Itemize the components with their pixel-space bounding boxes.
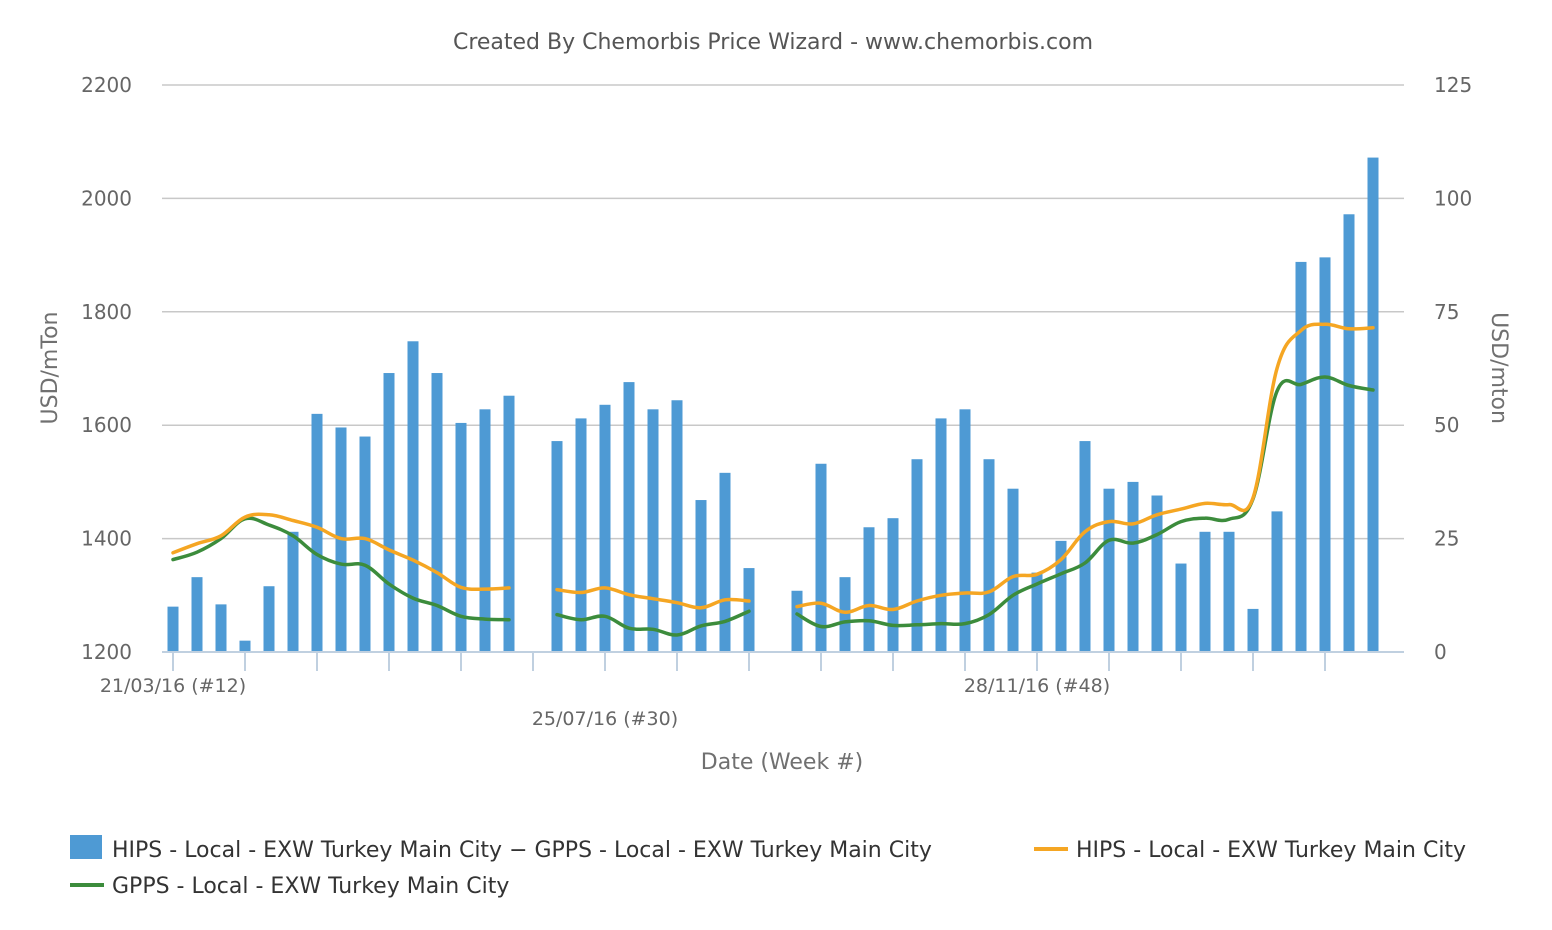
y-axis-left-title: USD/mTon: [38, 312, 63, 425]
bar: [1079, 441, 1091, 652]
bar: [455, 422, 467, 652]
x-tick-labels: 21/03/16 (#12) 25/07/16 (#30) 28/11/16 (#4…: [100, 675, 1110, 730]
bar: [359, 436, 371, 652]
y-right-tick-label: 50: [1434, 413, 1459, 437]
bar: [167, 606, 179, 652]
bar: [191, 577, 203, 652]
bar: [671, 400, 683, 652]
x-tick-label: 21/03/16 (#12): [100, 675, 246, 697]
bar: [383, 373, 395, 652]
y-axis-right-title: USD/mton: [1486, 312, 1511, 424]
line-hips-segment: [795, 322, 1375, 615]
bar: [503, 395, 515, 652]
bar: [431, 373, 443, 652]
legend-label-spread: HIPS - Local - EXW Turkey Main City − GP…: [112, 838, 932, 863]
bar: [1271, 511, 1283, 652]
y-left-tick-label: 2000: [81, 186, 132, 210]
y-right-tick-label: 75: [1434, 300, 1459, 324]
bar: [551, 441, 563, 652]
legend-item-hips[interactable]: HIPS - Local - EXW Turkey Main City: [1034, 838, 1466, 863]
bar: [887, 518, 899, 652]
bar: [863, 527, 875, 652]
y-left-tick-label: 1600: [81, 413, 132, 437]
x-axis-title: Date (Week #): [701, 750, 863, 775]
legend: HIPS - Local - EXW Turkey Main City − GP…: [70, 835, 1466, 899]
y-right-tick-label: 100: [1434, 186, 1472, 210]
bar: [287, 531, 299, 652]
bar: [1319, 257, 1331, 652]
bar: [911, 459, 923, 652]
y-left-tick-label: 1200: [81, 640, 132, 664]
bar: [719, 472, 731, 652]
bar: [1295, 261, 1307, 652]
y-left-ticks: 1200 1400 1600 1800 2000 2200: [81, 73, 132, 664]
bar: [479, 409, 491, 652]
bar: [1175, 563, 1187, 652]
bar: [239, 640, 251, 652]
bar: [1151, 495, 1163, 652]
bars: [167, 157, 1379, 653]
bar: [815, 463, 827, 652]
bar: [1007, 488, 1019, 652]
legend-item-gpps[interactable]: GPPS - Local - EXW Turkey Main City: [70, 874, 509, 899]
bar: [791, 590, 803, 652]
bar: [647, 409, 659, 652]
legend-label-hips: HIPS - Local - EXW Turkey Main City: [1076, 838, 1466, 863]
y-left-tick-label: 1800: [81, 300, 132, 324]
chart-title: Created By Chemorbis Price Wizard - www.…: [453, 30, 1093, 55]
legend-swatch-bar: [70, 835, 102, 859]
bar: [695, 500, 707, 652]
y-right-tick-label: 25: [1434, 527, 1459, 551]
x-tick-label: 28/11/16 (#48): [964, 675, 1110, 697]
bar: [575, 418, 587, 652]
bar: [1127, 481, 1139, 652]
bar: [1367, 157, 1379, 653]
bar: [1199, 531, 1211, 652]
y-right-ticks: 0 25 50 75 100 125: [1434, 73, 1472, 664]
legend-item-spread[interactable]: HIPS - Local - EXW Turkey Main City − GP…: [70, 835, 932, 863]
x-axis: [162, 651, 1404, 671]
bar: [983, 459, 995, 652]
grid: [162, 84, 1404, 540]
x-tick-label: 25/07/16 (#30): [532, 708, 678, 730]
bar: [623, 382, 635, 652]
bar: [935, 418, 947, 652]
line-gpps-segment: [555, 609, 751, 637]
line-hips-segment: [555, 586, 751, 610]
bar: [1103, 488, 1115, 652]
bar: [215, 604, 227, 652]
y-left-tick-label: 1400: [81, 527, 132, 551]
lines: [171, 322, 1375, 637]
y-left-tick-label: 2200: [81, 73, 132, 97]
bar: [263, 586, 275, 652]
bar: [311, 413, 323, 652]
bar: [407, 341, 419, 652]
line-gpps-segment: [795, 375, 1375, 629]
line-hips-segment: [171, 512, 511, 592]
legend-label-gpps: GPPS - Local - EXW Turkey Main City: [112, 874, 509, 899]
bar: [959, 409, 971, 652]
bar: [1343, 214, 1355, 652]
bar: [1247, 608, 1259, 652]
y-right-tick-label: 0: [1434, 640, 1447, 664]
bar: [839, 577, 851, 652]
bar: [1055, 540, 1067, 652]
bar: [1031, 572, 1043, 652]
bar: [599, 404, 611, 652]
bar: [1223, 531, 1235, 652]
y-right-tick-label: 125: [1434, 73, 1472, 97]
